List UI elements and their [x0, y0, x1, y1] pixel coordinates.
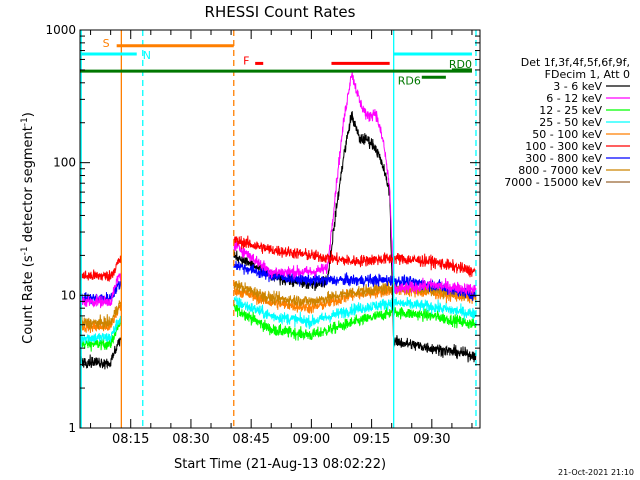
- x-tick-label-0: 08:15: [112, 432, 149, 447]
- y-axis-label-mid: detector segment: [21, 126, 36, 246]
- legend-entry-label-8: 7000 - 15000 keV: [504, 176, 602, 189]
- y-axis-label-end: ): [21, 112, 36, 117]
- annotation-label-n: N: [143, 49, 151, 62]
- x-tick-label-5: 09:30: [413, 432, 450, 447]
- y-tick-label-3: 1000: [45, 23, 76, 37]
- legend-entry-label-3: 25 - 50 keV: [539, 116, 602, 129]
- x-tick-label-4: 09:15: [353, 432, 390, 447]
- series-line-100-300-kev: [80, 235, 477, 282]
- annotation-label-s: S: [103, 37, 110, 50]
- legend-entry-label-5: 100 - 300 keV: [525, 140, 602, 153]
- plot-area: [80, 70, 477, 370]
- annotation-label-rd0: RD0: [449, 58, 472, 71]
- y-axis-label-sup2: -1: [20, 117, 30, 126]
- legend-header-2: FDecim 1, Att 0: [545, 68, 630, 81]
- y-axis-label-main: Count Rate (s: [21, 255, 36, 344]
- axes: 1 10 100 1000 08:15 08:30 08:45 09:00 09:15 09:30: [45, 23, 481, 447]
- annotation-label-rd6: RD6: [398, 74, 421, 87]
- footer-timestamp: 21-Oct-2021 21:10: [558, 468, 634, 477]
- legend: Det 1f,3f,4f,5f,6f,9f, FDecim 1, Att 0 3…: [504, 56, 630, 189]
- y-tick-label-1: 10: [61, 288, 76, 302]
- chart-title: RHESSI Count Rates: [205, 3, 356, 21]
- y-axis-label: Count Rate (s-1 detector segment-1): [20, 112, 36, 344]
- x-tick-label-2: 08:45: [232, 432, 269, 447]
- annotation-label-f: F: [243, 54, 249, 67]
- legend-entry-label-0: 3 - 6 keV: [553, 80, 602, 93]
- legend-entry-label-2: 12 - 25 keV: [539, 104, 602, 117]
- y-axis-label-sup1: -1: [20, 246, 30, 255]
- series-line-25-50-kev: [80, 296, 477, 344]
- series-line-6-12-kev: [80, 70, 477, 309]
- series-line-800-7000-kev: [80, 280, 477, 330]
- x-tick-label-3: 09:00: [293, 432, 330, 447]
- x-axis-label: Start Time (21-Aug-13 08:02:22): [174, 457, 386, 472]
- y-tick-label-0: 1: [68, 421, 76, 435]
- plot-frame: [79, 29, 481, 429]
- x-tick-label-1: 08:30: [172, 432, 209, 447]
- legend-entry-label-4: 50 - 100 keV: [532, 128, 602, 141]
- y-tick-label-2: 100: [53, 156, 76, 170]
- legend-header-1: Det 1f,3f,4f,5f,6f,9f,: [521, 56, 630, 69]
- legend-entry-label-1: 6 - 12 keV: [546, 92, 602, 105]
- legend-entry-label-7: 800 - 7000 keV: [518, 164, 602, 177]
- annotations-layer: S N F RD0 RD6: [80, 30, 477, 428]
- legend-entry-label-6: 300 - 800 keV: [525, 152, 602, 165]
